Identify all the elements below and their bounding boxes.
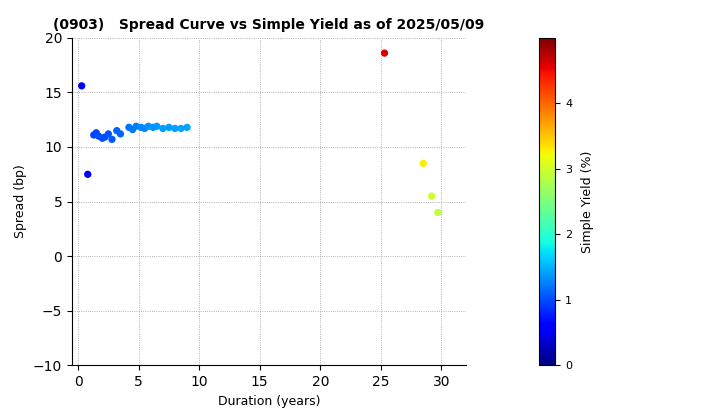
Point: [114, 131, 126, 137]
Point: [130, 123, 142, 130]
Y-axis label: Simple Yield (%): Simple Yield (%): [580, 150, 593, 253]
Point: [139, 125, 150, 132]
Point: [88, 131, 99, 138]
Point: [175, 125, 186, 132]
Point: [169, 125, 181, 132]
Point: [143, 123, 154, 130]
Point: [135, 124, 147, 131]
Point: [418, 160, 429, 167]
Point: [123, 124, 135, 131]
Point: [76, 82, 87, 89]
Y-axis label: Spread (bp): Spread (bp): [14, 165, 27, 239]
Point: [151, 123, 163, 130]
Point: [426, 193, 438, 199]
Point: [127, 126, 138, 133]
Point: [379, 50, 390, 56]
X-axis label: Duration (years): Duration (years): [217, 395, 320, 408]
Point: [148, 124, 159, 131]
Point: [181, 124, 193, 131]
Point: [432, 209, 444, 216]
Point: [96, 135, 108, 142]
Point: [111, 127, 122, 134]
Point: [163, 124, 175, 131]
Point: [91, 129, 102, 136]
Point: [107, 136, 118, 143]
Point: [82, 171, 94, 178]
Title: (0903)   Spread Curve vs Simple Yield as of 2025/05/09: (0903) Spread Curve vs Simple Yield as o…: [53, 18, 485, 32]
Point: [99, 134, 110, 141]
Point: [102, 131, 114, 137]
Point: [157, 125, 168, 132]
Point: [93, 133, 104, 139]
